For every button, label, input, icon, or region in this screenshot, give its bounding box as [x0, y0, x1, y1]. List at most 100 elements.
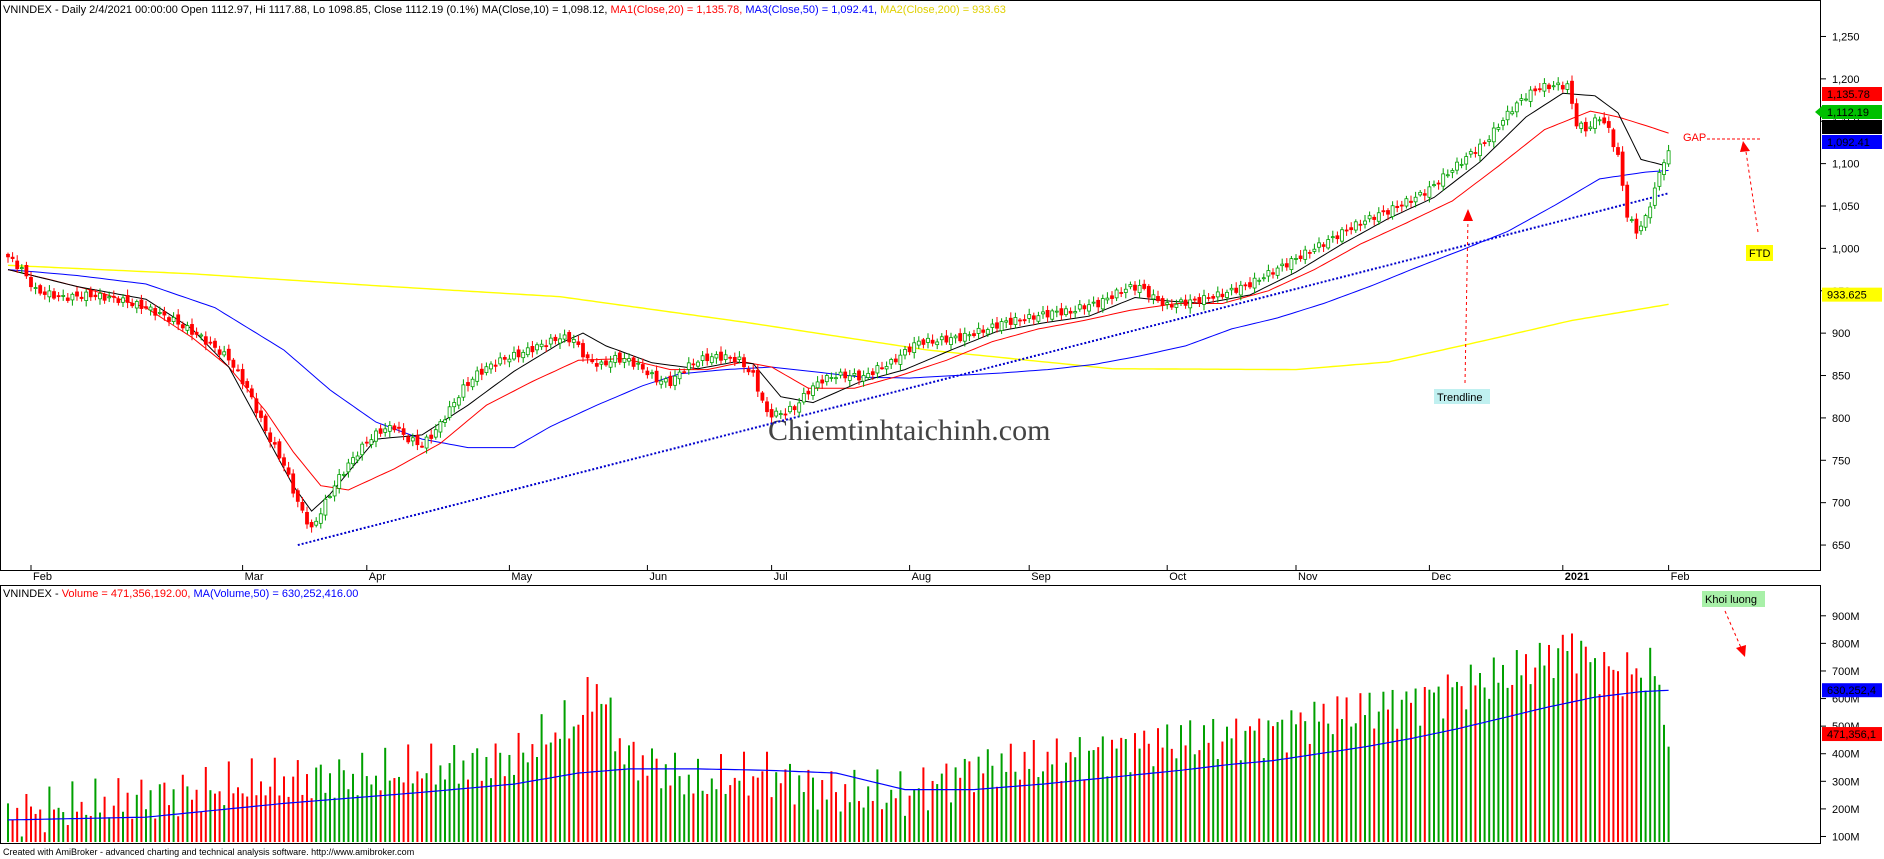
candle-body: [1620, 151, 1625, 186]
close-marker-icon: [1815, 106, 1822, 118]
candle-body: [277, 441, 282, 459]
volume-bar: [1465, 709, 1468, 842]
volume-bar: [1364, 715, 1366, 842]
candle-body: [70, 293, 75, 301]
candle-body: [1188, 299, 1193, 309]
volume-bar: [1138, 748, 1141, 842]
candle-body: [185, 325, 190, 331]
candle-body: [1464, 156, 1469, 165]
volume-bar: [1313, 701, 1316, 842]
candle-body: [1105, 297, 1110, 301]
volume-bar: [1630, 674, 1633, 842]
candle-body: [714, 354, 719, 359]
candle-body: [1445, 174, 1450, 177]
candle-body: [263, 415, 268, 432]
candle-body: [1211, 296, 1216, 299]
candle-body: [346, 462, 351, 473]
candle-body: [682, 371, 687, 374]
candle-body: [521, 351, 526, 359]
ftd-arrowhead: [1740, 141, 1750, 152]
price-tick-label: 1,050: [1832, 201, 1860, 213]
volume-bar: [821, 780, 824, 842]
volume-bar: [812, 777, 814, 842]
candle-body: [1082, 305, 1087, 310]
candle-body: [406, 436, 411, 443]
candle-body: [226, 348, 231, 361]
candle-body: [663, 378, 668, 383]
candle-body: [1450, 170, 1455, 173]
volume-bar: [154, 818, 157, 842]
candle-body: [475, 370, 480, 382]
volume-bar: [1405, 691, 1408, 842]
candle-body: [254, 398, 259, 414]
price-panel[interactable]: [0, 0, 1821, 571]
ma200-line: [7, 264, 1669, 371]
volume-bar: [637, 780, 640, 842]
candle-body: [1317, 242, 1321, 248]
volume-bar: [968, 761, 971, 842]
candle-body: [429, 434, 434, 439]
volume-bar: [848, 802, 851, 842]
volume-bar: [1446, 674, 1449, 842]
candle-body: [240, 369, 245, 385]
volume-bar: [628, 745, 630, 842]
candle-body: [1478, 143, 1482, 157]
volume-bar: [467, 779, 469, 842]
candle-body: [1123, 288, 1128, 293]
volume-bar: [292, 776, 295, 842]
volume-tick-label: 300M: [1832, 776, 1860, 788]
volume-bar: [1308, 743, 1311, 842]
volume-bar: [480, 780, 483, 842]
candle-body: [921, 339, 926, 345]
volume-bar: [76, 811, 78, 842]
volume-bar: [1120, 737, 1123, 842]
candle-body: [861, 375, 866, 382]
volume-bar: [227, 761, 230, 842]
volume-bar: [250, 758, 253, 842]
volume-bar: [1557, 648, 1560, 842]
volume-bar: [743, 751, 745, 842]
candle-body: [1367, 215, 1372, 220]
volume-bar: [1515, 650, 1518, 842]
volume-bar: [457, 783, 460, 842]
month-tick-label: Oct: [1169, 571, 1186, 583]
price-legend: VNINDEX - Daily 2/4/2021 00:00:00 Open 1…: [3, 4, 1006, 16]
candle-body: [1031, 315, 1036, 320]
candle-body: [360, 443, 365, 456]
volume-bar: [89, 815, 92, 842]
candle-body: [627, 358, 631, 362]
volume-bar: [733, 777, 736, 842]
candle-body: [52, 291, 56, 299]
candle-body: [364, 441, 369, 444]
candle-body: [801, 393, 806, 403]
volume-bar: [352, 773, 354, 842]
volume-bar: [398, 776, 400, 842]
candle-body: [1220, 293, 1225, 298]
volume-bar: [324, 792, 327, 842]
volume-bar: [1129, 772, 1132, 842]
candle-body: [852, 373, 857, 376]
candle-body: [121, 297, 125, 303]
volume-bar: [825, 799, 828, 842]
trendline-arrowhead: [1463, 209, 1473, 221]
volume-bar: [922, 767, 925, 842]
candle-body: [309, 522, 314, 528]
volume-bar: [1189, 720, 1192, 842]
volume-bar: [1373, 728, 1376, 842]
volume-bar: [1014, 771, 1017, 842]
volume-bar: [490, 778, 492, 842]
candle-body: [512, 351, 516, 360]
candle-body: [1197, 297, 1202, 304]
volume-bar: [1115, 748, 1118, 842]
volume-bar: [425, 773, 428, 842]
candle-body: [535, 344, 539, 351]
candle-body: [953, 335, 958, 339]
volume-bar: [568, 738, 571, 842]
ma50-legend: MA3(Close,50) = 1,092.41,: [745, 4, 880, 16]
volume-bar: [1658, 684, 1661, 842]
volume-bar: [388, 780, 391, 842]
volume-bar: [223, 805, 226, 842]
candle-body: [1289, 258, 1294, 270]
month-tick-label: 2021: [1565, 571, 1589, 583]
volume-bar: [830, 771, 833, 842]
